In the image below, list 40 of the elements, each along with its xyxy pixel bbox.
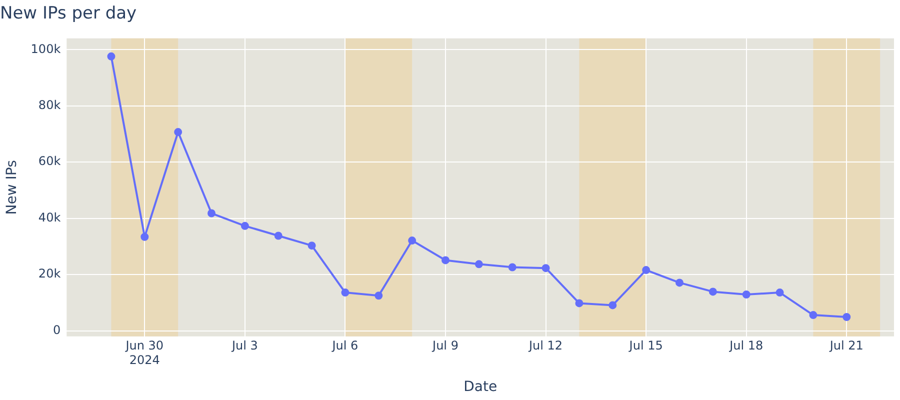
x-tick-label: Jul 12 [528, 338, 563, 353]
point [341, 288, 350, 297]
point [442, 256, 450, 264]
x-tick-label: Jun 30 2024 [124, 338, 164, 368]
point [742, 290, 750, 299]
point [542, 264, 550, 272]
y-tick-label: 40k [38, 210, 61, 224]
point [608, 301, 617, 310]
y-tick-label: 80k [38, 98, 61, 112]
point [308, 242, 316, 250]
y-axis-title: New IPs [4, 160, 20, 215]
x-tick-label: Jul 9 [432, 338, 458, 353]
x-tick-label: Jul 21 [828, 338, 864, 353]
y-tick-label: 100k [30, 42, 61, 56]
point [240, 222, 249, 230]
point [274, 232, 282, 240]
y-tick-label: 60k [38, 154, 61, 168]
point [809, 311, 818, 320]
y-tick-label: 20k [38, 266, 61, 281]
point [575, 299, 584, 308]
point [642, 266, 650, 274]
point [140, 232, 149, 241]
y-tick-label: 0 [53, 322, 61, 337]
point [408, 236, 416, 245]
point [107, 52, 116, 60]
x-tick-label: Jul 6 [331, 338, 358, 353]
x-tick-label: Jul 18 [728, 338, 764, 353]
point [508, 263, 516, 272]
point [174, 128, 182, 136]
x-tick-label: Jul 3 [230, 338, 258, 353]
chart-title: New IPs per day [0, 4, 137, 24]
point [842, 313, 851, 321]
point [374, 292, 383, 300]
x-tick-label: Jul 15 [628, 338, 663, 353]
point [676, 278, 684, 287]
point [474, 260, 483, 268]
point [708, 288, 717, 296]
point [208, 209, 216, 218]
x-axis-title: Date [464, 379, 498, 396]
point [776, 288, 784, 297]
